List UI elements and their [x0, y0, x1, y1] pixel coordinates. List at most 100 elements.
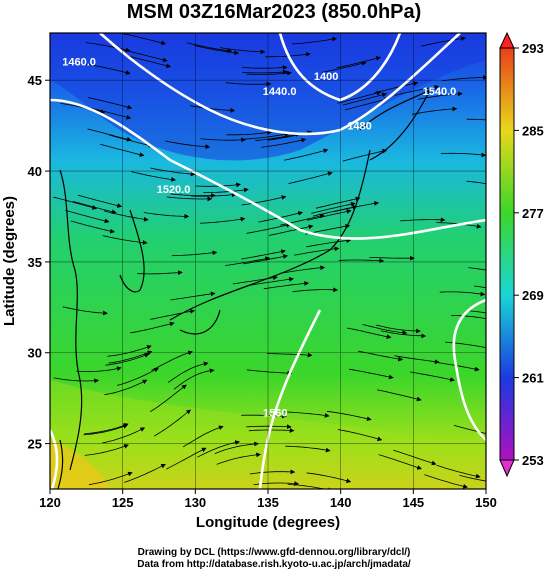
streamline: [65, 210, 110, 224]
streamline: [121, 33, 167, 46]
streamline: [153, 409, 192, 437]
streamline: [166, 196, 213, 202]
credit-dcl: Drawing by DCL (https://www.gfd-dennou.o…: [137, 547, 411, 558]
streamline: [469, 310, 486, 314]
x-tick-label: 145: [402, 495, 424, 510]
streamline: [131, 171, 176, 182]
streamline: [410, 371, 455, 382]
streamline: [194, 45, 240, 56]
colorbar-tick-label: 269: [522, 288, 544, 303]
taiwan-coastline: [57, 439, 64, 489]
gridlines: [50, 33, 486, 489]
streamline: [220, 47, 266, 55]
streamline: [167, 361, 209, 383]
korea-coastline: [119, 209, 145, 293]
streamline: [226, 130, 272, 136]
streamline: [116, 367, 159, 386]
colorbar: 293 285 277 269 261 253: [499, 31, 544, 478]
streamline: [241, 195, 287, 206]
y-axis-label: Latitude (degrees): [1, 196, 18, 326]
contour-1400: [278, 33, 402, 102]
streamline: [338, 258, 385, 264]
x-tick-label: 125: [112, 495, 134, 510]
streamline: [466, 118, 486, 121]
x-axis-ticks: 120 125 130 135 140 145 150: [39, 489, 497, 510]
streamline: [53, 196, 98, 210]
colorbar-tick-label: 277: [522, 206, 544, 221]
y-tick-label: 25: [28, 437, 42, 452]
contour-label: 1540.0: [423, 86, 457, 98]
streamline: [288, 171, 333, 185]
streamline: [87, 128, 132, 142]
coastlines: [57, 88, 432, 489]
wind-streamlines: [53, 33, 486, 489]
streamline: [246, 369, 293, 376]
streamline: [284, 411, 330, 418]
streamline: [244, 132, 290, 140]
streamline: [306, 209, 352, 221]
streamline: [466, 180, 486, 185]
streamline: [337, 90, 382, 104]
streamline: [246, 222, 292, 234]
streamline: [108, 350, 153, 364]
streamline: [322, 61, 367, 73]
page-title: MSM 03Z16Mar2023 (850.0hPa): [126, 1, 422, 23]
contour-label: 1520.0: [157, 184, 191, 196]
streamline: [76, 366, 122, 372]
streamline: [306, 472, 352, 483]
streamline: [291, 36, 337, 45]
streamline: [126, 55, 172, 69]
streamline: [261, 137, 307, 148]
streamline: [417, 91, 463, 100]
streamline: [203, 187, 249, 193]
colorbar-max-arrow: [499, 31, 515, 49]
streamline: [315, 196, 361, 209]
china-coastline: [59, 169, 83, 471]
streamline: [84, 444, 129, 456]
streamline: [246, 424, 292, 430]
streamline: [266, 352, 313, 358]
streamline: [346, 327, 392, 340]
contour-1560-east: [452, 298, 486, 441]
streamline: [285, 445, 331, 453]
streamline: [349, 368, 394, 380]
streamline: [151, 350, 193, 371]
streamline: [306, 238, 352, 248]
streamline: [182, 425, 224, 448]
streamline: [200, 137, 246, 143]
streamline: [440, 152, 486, 158]
colorbar-tick-label: 293: [522, 41, 544, 56]
streamline: [173, 368, 215, 390]
streamline: [149, 384, 187, 413]
streamline: [421, 36, 466, 47]
streamline: [255, 132, 301, 141]
x-tick-label: 135: [257, 495, 279, 510]
streamline: [242, 69, 288, 75]
streamline: [336, 56, 381, 69]
streamline: [171, 250, 218, 257]
streamline: [248, 276, 294, 286]
streamline: [165, 140, 211, 150]
colorbar-ticks: 293 285 277 269 261 253: [514, 41, 544, 468]
streamline: [72, 200, 117, 215]
streamline: [439, 291, 486, 297]
japan-honshu-coastline: [169, 149, 371, 321]
streamline: [53, 377, 100, 384]
streamline: [87, 97, 133, 110]
streamline: [103, 210, 149, 222]
streamline: [187, 42, 233, 54]
streamline: [225, 81, 272, 87]
streamline: [102, 427, 146, 444]
streamline: [216, 452, 261, 465]
streamline: [200, 216, 246, 224]
colorbar-gradient: [499, 47, 515, 461]
streamline: [150, 309, 195, 320]
streamline: [468, 267, 486, 271]
contour-1580: [50, 429, 59, 489]
colorbar-tick-label: 261: [522, 371, 544, 386]
streamline: [362, 324, 408, 336]
x-tick-label: 120: [39, 495, 61, 510]
streamline: [137, 270, 183, 276]
streamline: [143, 212, 190, 219]
streamline: [214, 441, 259, 454]
